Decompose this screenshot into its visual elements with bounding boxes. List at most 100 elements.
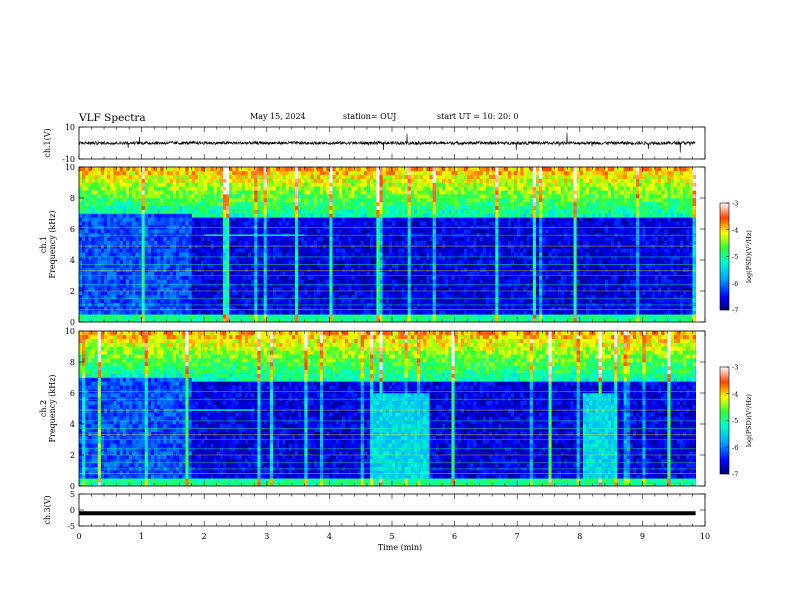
ch1-spectrogram-cell	[194, 201, 199, 207]
ch1-spectrogram-cell	[351, 205, 355, 210]
ch1-spectrogram-cell	[373, 271, 377, 276]
ch1-spectrogram-cell	[370, 291, 374, 296]
ch1-spectrogram-cell	[172, 267, 177, 272]
ch1-spectrogram-cell	[310, 287, 315, 292]
ch1-spectrogram-cell	[135, 260, 139, 265]
ch1-spectrogram-cell	[288, 217, 293, 222]
ch1-spectrogram-cell	[435, 318, 440, 323]
ch1-spectrogram-cell	[100, 244, 105, 249]
ch1-spectrogram-cell	[392, 283, 396, 288]
ch1-spectrogram-cell	[116, 283, 120, 288]
ch1-spectrogram-cell	[201, 217, 205, 222]
ch1-spectrogram-cell	[82, 275, 86, 280]
ch1-spectrogram-cell	[182, 190, 186, 195]
ch1-spectrogram-cell	[298, 260, 302, 265]
ch1-spectrogram-cell	[413, 287, 418, 292]
ch1-spectrogram-cell	[182, 252, 186, 257]
ch1-spectrogram-cell	[332, 221, 336, 226]
ch1-spectrogram-cell	[410, 213, 415, 218]
ch1-spectrogram-cell	[82, 201, 86, 207]
ch1-spectrogram-cell	[207, 174, 211, 179]
ch1-spectrogram-cell	[335, 310, 340, 315]
ch1-spectrogram-cell	[147, 314, 152, 319]
ch1-spectrogram-cell	[338, 275, 343, 280]
ch1-spectrogram-cell	[392, 279, 396, 284]
ch1-spectrogram-cell	[125, 236, 130, 241]
ch1-spectrogram-cell	[229, 314, 233, 319]
ch1-spectrogram-cell	[313, 170, 318, 176]
ch1-spectrogram-cell	[260, 213, 264, 218]
ch1-spectrogram-cell	[357, 221, 361, 226]
ch1-spectrogram-cell	[360, 252, 365, 257]
ch1-spectrogram-cell	[351, 291, 355, 296]
ch1-spectrogram-cell	[457, 170, 462, 176]
ch1-spectrogram-cell	[423, 275, 427, 280]
ch1-spectrogram-cell	[204, 314, 208, 319]
ch1-spectrogram-cell	[285, 205, 290, 210]
ch1-spectrogram-cell	[363, 198, 368, 203]
ch1-spectrogram-cell	[379, 205, 383, 210]
ch1-spectrogram-cell	[213, 294, 218, 300]
ch1-spectrogram-cell	[407, 167, 412, 172]
ch1-spectrogram-cell	[460, 260, 465, 265]
ch1-spectrogram-cell	[260, 256, 264, 261]
ch1-spectrogram-cell	[185, 283, 189, 288]
ch1-spectrogram-cell	[363, 217, 368, 222]
ch1-spectrogram-cell	[257, 294, 261, 300]
ch1-spectrogram-cell	[135, 287, 139, 292]
ch1-spectrogram-cell	[310, 267, 315, 272]
ch1-spectrogram-cell	[122, 279, 127, 284]
ch1-spectrogram-cell	[197, 267, 202, 272]
ch1-spectrogram-cell	[273, 198, 277, 203]
ch1-spectrogram-cell	[122, 283, 127, 288]
ch1-spectrogram-cell	[354, 260, 358, 265]
ch1-spectrogram-cell	[110, 287, 114, 292]
ch1-spectrogram-cell	[179, 271, 183, 276]
ch1-spectrogram-cell	[304, 248, 308, 253]
ch1-spectrogram-cell	[119, 217, 124, 222]
ch1-spectrogram-cell	[363, 314, 368, 319]
ch1-spectrogram-cell	[179, 201, 183, 207]
ch1-spectrogram-cell	[185, 190, 189, 195]
ch1-spectrogram-cell	[150, 263, 155, 269]
ch1-spectrogram-cell	[116, 263, 120, 269]
ch1-spectrogram-cell	[351, 279, 355, 284]
ch1-spectrogram-cell	[88, 170, 92, 176]
ch1-spectrogram-cell	[323, 205, 327, 210]
ch1-spectrogram-cell	[329, 236, 333, 241]
ch1-spectrogram-cell	[291, 190, 296, 195]
ch1-spectrogram-cell	[144, 194, 149, 199]
ch1-spectrogram-cell	[147, 267, 152, 272]
ch1-spectrogram-cell	[269, 275, 274, 280]
ch1-spectrogram-cell	[382, 275, 387, 280]
ch1-spectrogram-cell	[348, 213, 352, 218]
ch1-spectrogram-cell	[316, 294, 321, 300]
ch1-spectrogram-cell	[332, 310, 336, 315]
ch1-spectrogram-cell	[438, 170, 443, 176]
ch1-spectrogram-cell	[150, 182, 155, 187]
ch1-spectrogram-cell	[138, 194, 142, 199]
ch1-spectrogram-cell	[204, 221, 208, 226]
ch1-spectrogram-cell	[398, 310, 402, 315]
ch1-spectrogram-cell	[185, 201, 189, 207]
ch1-spectrogram-cell	[229, 263, 233, 269]
ch1-spectrogram-cell	[429, 252, 433, 257]
ch1-spectrogram-cell	[204, 198, 208, 203]
ch1-spectrogram-cell	[445, 271, 449, 276]
ch1-spectrogram-cell	[454, 248, 459, 253]
ch1-spectrogram-cell	[398, 271, 402, 276]
ch1-spectrogram-cell	[85, 244, 89, 249]
ch1-spectrogram-cell	[332, 298, 336, 303]
ch1-spectrogram-cell	[216, 256, 221, 261]
ch1-spectrogram-cell	[345, 310, 349, 315]
ch1-spectrogram-cell	[229, 283, 233, 288]
ch1-spectrogram-cell	[97, 201, 102, 207]
ch1-spectrogram-cell	[260, 294, 264, 300]
ch1-spectrogram-cell	[379, 217, 383, 222]
ch1-spectrogram-cell	[269, 198, 274, 203]
ch1-spectrogram-cell	[132, 201, 136, 207]
ch1-spectrogram-cell	[316, 310, 321, 315]
ch1-spectrogram-cell	[392, 314, 396, 319]
ch1-spectrogram-cell	[238, 236, 243, 241]
ch1-spectrogram-cell	[282, 283, 286, 288]
